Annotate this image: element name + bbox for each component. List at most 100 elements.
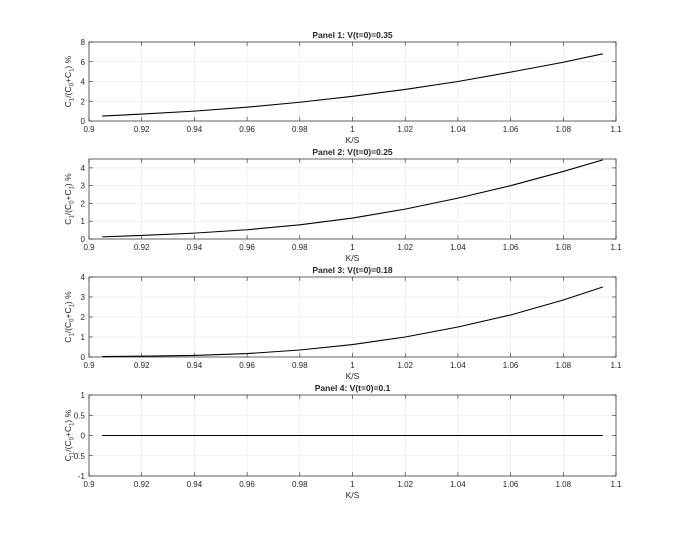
y-label-part: C	[63, 219, 73, 225]
x-axis-label: K/S	[346, 371, 360, 381]
x-tick-label: 1.1	[610, 480, 622, 489]
y-tick-label: 1	[81, 391, 86, 400]
y-label-subscript: 1	[70, 422, 76, 426]
x-axis-label: K/S	[346, 253, 360, 263]
x-tick-label: 0.92	[134, 243, 150, 252]
axes-box	[88, 41, 617, 122]
y-axis-label: C1/(C0+C1) %	[63, 55, 76, 107]
y-label-part: +C	[63, 72, 73, 83]
x-tick-label: 0.92	[134, 361, 150, 370]
y-tick-label: 8	[81, 38, 86, 47]
y-tick-label: 0	[81, 235, 86, 244]
y-tick-label: 2	[81, 313, 86, 322]
y-label-subscript: 0	[70, 200, 76, 204]
x-tick-label: 1	[350, 361, 355, 370]
y-tick-label: -0.5	[71, 452, 85, 461]
y-label-part: +C	[63, 189, 73, 200]
y-label-part: ) %	[63, 55, 73, 68]
x-tick-label: 0.98	[292, 125, 308, 134]
y-label-part: C	[63, 455, 73, 461]
series-line	[102, 286, 603, 358]
axes-box	[88, 394, 617, 477]
y-tick-label: 0.5	[74, 411, 86, 420]
y-label-part: C	[63, 337, 73, 343]
y-label-part: +C	[63, 307, 73, 318]
x-tick-label: 0.94	[187, 480, 203, 489]
x-tick-label: 1.1	[610, 125, 622, 134]
y-label-part: ) %	[63, 409, 73, 422]
y-tick-label: 0	[81, 432, 86, 441]
panel-title: Panel 4: V(t=0)=0.1	[315, 383, 391, 393]
y-tick-label: 6	[81, 58, 86, 67]
y-tick-label: 1	[81, 333, 86, 342]
x-tick-label: 1.1	[610, 361, 622, 370]
x-tick-label: 0.96	[239, 243, 255, 252]
x-tick-label: 1.06	[503, 243, 519, 252]
y-label-subscript: 1	[70, 185, 76, 189]
y-label-part: /(C	[63, 204, 73, 215]
x-tick-label: 1.06	[503, 125, 519, 134]
x-tick-label: 0.96	[239, 125, 255, 134]
y-tick-label: 0	[81, 353, 86, 362]
x-tick-label: 1.02	[397, 243, 413, 252]
y-tick-label: 2	[81, 199, 86, 208]
x-tick-label: 0.9	[83, 243, 95, 252]
x-tick-label: 0.92	[134, 480, 150, 489]
y-label-subscript: 1	[70, 97, 76, 101]
y-label-part: +C	[63, 426, 73, 437]
x-tick-label: 1.02	[397, 361, 413, 370]
axes-box	[88, 158, 617, 240]
x-tick-label: 1.04	[450, 125, 466, 134]
x-tick-label: 0.94	[187, 361, 203, 370]
y-label-part: /(C	[63, 86, 73, 97]
panel-3: 0.9 0.92 0.94 0.96 0.98 1 1.02 1.04 1.06 1.08 1.1 0…	[63, 265, 622, 381]
x-tick-label: 1.08	[556, 243, 572, 252]
x-tick-label: 0.9	[83, 480, 95, 489]
x-tick-label: 1.04	[450, 243, 466, 252]
y-label-part: C	[63, 101, 73, 107]
y-tick-label: 1	[81, 217, 86, 226]
y-label-part: ) %	[63, 173, 73, 186]
series-line	[102, 53, 603, 117]
y-tick-label: 4	[81, 273, 86, 282]
x-tick-label: 1.08	[556, 480, 572, 489]
y-label-subscript: 0	[70, 436, 76, 440]
y-tick-label: 3	[81, 182, 86, 191]
panel-1: 0.9 0.92 0.94 0.96 0.98 1 1.02 1.04 1.06 1.08 1.1 0…	[63, 30, 622, 145]
x-tick-label: 1.06	[503, 480, 519, 489]
y-label-subscript: 1	[70, 333, 76, 337]
x-tick-label: 1.04	[450, 480, 466, 489]
y-tick-label: 4	[81, 164, 86, 173]
x-tick-label: 1.08	[556, 125, 572, 134]
x-tick-label: 1.06	[503, 361, 519, 370]
x-tick-label: 1.08	[556, 361, 572, 370]
x-tick-label: 1.02	[397, 125, 413, 134]
y-tick-label: 0	[81, 117, 86, 126]
y-label-subscript: 0	[70, 82, 76, 86]
y-label-part: /(C	[63, 440, 73, 451]
panel-2: 0.9 0.92 0.94 0.96 0.98 1 1.02 1.04 1.06 1.08 1.1 0…	[63, 147, 622, 263]
x-tick-label: 0.98	[292, 243, 308, 252]
y-label-subscript: 1	[70, 451, 76, 455]
x-tick-label: 0.96	[239, 361, 255, 370]
x-tick-label: 0.92	[134, 125, 150, 134]
x-tick-label: 0.98	[292, 361, 308, 370]
panel-title: Panel 3: V(t=0)=0.18	[312, 265, 393, 275]
x-tick-label: 0.94	[187, 243, 203, 252]
y-label-subscript: 1	[70, 303, 76, 307]
x-axis-label: K/S	[346, 135, 360, 145]
panel-4: 0.9 0.92 0.94 0.96 0.98 1 1.02 1.04 1.06 1.08 1.1 -…	[63, 383, 622, 500]
y-label-subscript: 1	[70, 68, 76, 72]
x-tick-label: 1	[350, 125, 355, 134]
x-axis-label: K/S	[346, 490, 360, 500]
y-tick-label: -1	[78, 472, 86, 481]
series-line	[102, 159, 603, 238]
y-axis-label: C1/(C0+C1) %	[63, 409, 76, 461]
y-label-subscript: 1	[70, 215, 76, 219]
y-label-part: /(C	[63, 322, 73, 333]
x-tick-label: 0.98	[292, 480, 308, 489]
y-axis-label: C1/(C0+C1) %	[63, 291, 76, 343]
axes-box	[88, 276, 617, 358]
x-tick-label: 0.96	[239, 480, 255, 489]
